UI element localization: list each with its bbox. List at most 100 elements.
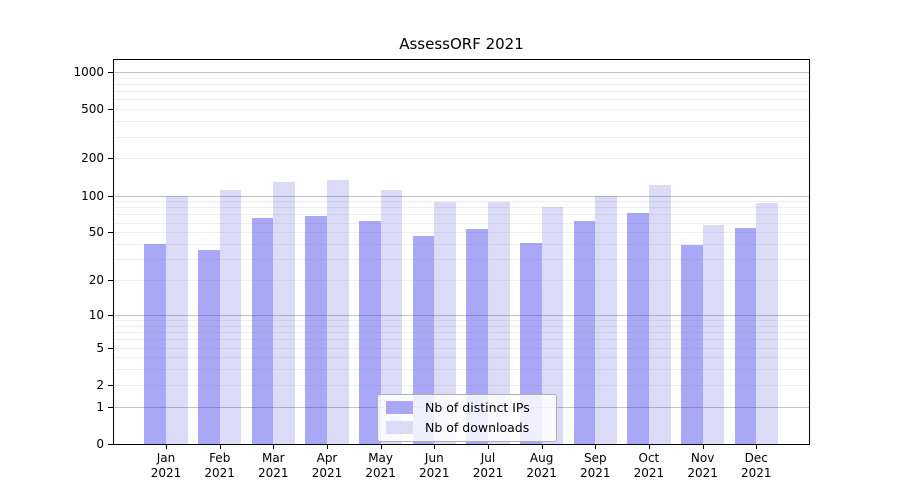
gridline-minor	[114, 109, 809, 111]
bar-downloads-apr	[327, 180, 349, 444]
x-tick-label-month: Dec	[744, 451, 768, 465]
x-tick-label-year: 2021	[150, 466, 182, 480]
gridline-minor	[114, 214, 809, 216]
y-tick-label: 100	[81, 188, 104, 203]
gridline-minor	[114, 136, 809, 138]
gridline-major	[114, 314, 809, 316]
x-tick-label-year: 2021	[633, 466, 665, 480]
x-tick	[541, 445, 543, 449]
x-tick-label: Jun 2021	[394, 451, 474, 481]
y-tick	[108, 314, 113, 316]
bar-downloads-dec	[756, 202, 779, 444]
y-tick	[108, 347, 113, 349]
gridline-minor	[114, 77, 809, 79]
bar-downloads-aug	[541, 207, 564, 444]
y-tick	[108, 406, 113, 408]
chart-title: AssessORF 2021	[399, 35, 524, 53]
gridline-minor	[114, 332, 809, 333]
gridline-minor	[114, 384, 809, 386]
x-tick-label-month: May	[368, 451, 393, 465]
x-tick-label-year: 2021	[687, 466, 718, 480]
x-tick	[488, 445, 489, 449]
bar-downloads-jul	[488, 202, 510, 444]
x-tick-label: May 2021	[341, 451, 421, 481]
bar-downloads-jan	[166, 195, 188, 444]
gridline-minor	[114, 207, 809, 209]
legend-swatch-downloads-icon	[386, 421, 413, 434]
legend-label-distinct-ips: Nb of distinct IPs	[425, 400, 530, 415]
bar-downloads-mar	[273, 182, 296, 444]
bar-distinct-ips-dec	[734, 228, 757, 444]
legend-swatch-distinct-ips-icon	[386, 401, 413, 414]
bar-distinct-ips-feb	[197, 249, 220, 444]
x-tick-label-year: 2021	[580, 466, 611, 480]
legend-item-downloads: Nb of downloads	[386, 420, 546, 435]
bar-distinct-ips-aug	[519, 242, 542, 444]
x-tick	[756, 445, 758, 449]
bar-downloads-jun	[434, 202, 457, 444]
x-tick-label-month: Jul	[480, 451, 496, 465]
gridline-minor	[114, 259, 809, 261]
y-tick-label: 5	[96, 340, 104, 355]
x-tick	[273, 445, 275, 449]
gridline-minor	[114, 280, 809, 281]
y-tick	[108, 158, 113, 160]
x-tick-label-month: Apr	[316, 451, 338, 465]
bar-distinct-ips-sep	[573, 220, 596, 444]
y-tick-label: 2	[96, 377, 104, 392]
legend-label-downloads: Nb of downloads	[425, 420, 530, 435]
gridline-minor	[114, 121, 809, 123]
bar-distinct-ips-may	[358, 220, 381, 444]
bar-downloads-nov	[702, 225, 725, 444]
gridline-minor	[114, 325, 809, 327]
gridline-minor	[114, 201, 809, 203]
y-tick-label: 0	[96, 437, 104, 451]
gridline-minor	[114, 158, 809, 160]
x-tick-label-month: Mar	[261, 451, 285, 465]
gridline-minor	[114, 99, 809, 101]
y-tick-label: 10	[88, 307, 104, 322]
y-tick	[108, 71, 113, 73]
y-tick-label: 1000	[73, 64, 104, 79]
x-tick-label: Sep 2021	[555, 451, 635, 481]
x-tick-label-month: Feb	[209, 451, 231, 465]
gridline-minor	[114, 83, 809, 85]
x-tick-label: Jan 2021	[126, 451, 206, 481]
x-tick	[702, 445, 704, 449]
x-tick	[595, 445, 597, 449]
bar-distinct-ips-jul	[466, 229, 488, 444]
gridline-minor	[114, 232, 809, 234]
x-tick-label: Apr 2021	[287, 451, 367, 481]
bar-distinct-ips-jun	[412, 235, 435, 444]
y-tick-label: 50	[88, 225, 104, 240]
gridline-minor	[114, 244, 809, 245]
x-tick-label: Mar 2021	[233, 451, 313, 481]
plot-area	[113, 59, 810, 445]
x-tick-label-month: Nov	[690, 451, 715, 465]
x-tick-label: Feb 2021	[180, 451, 260, 481]
x-tick	[327, 445, 328, 449]
y-tick	[108, 195, 113, 197]
x-tick	[434, 445, 436, 449]
bar-distinct-ips-mar	[251, 218, 274, 444]
y-tick-label: 200	[81, 151, 104, 166]
gridline-minor	[114, 91, 809, 93]
x-tick	[219, 445, 221, 449]
x-tick-label: Aug 2021	[502, 451, 582, 481]
x-tick-label-month: Aug	[529, 451, 554, 465]
y-tick-label: 500	[81, 102, 104, 117]
x-tick-label-month: Jun	[424, 451, 444, 465]
x-tick-label-year: 2021	[204, 466, 235, 480]
x-tick-label-year: 2021	[365, 466, 396, 480]
gridline-minor	[114, 357, 809, 359]
x-tick-label-month: Oct	[638, 451, 660, 465]
y-tick-label: 20	[88, 273, 104, 287]
y-tick	[108, 444, 113, 445]
x-tick-label-month: Sep	[583, 451, 607, 465]
y-tick	[108, 280, 113, 281]
bar-distinct-ips-apr	[305, 216, 327, 444]
x-tick-label: Nov 2021	[663, 451, 743, 481]
y-tick	[108, 232, 113, 234]
x-tick-label: Dec 2021	[716, 451, 796, 481]
